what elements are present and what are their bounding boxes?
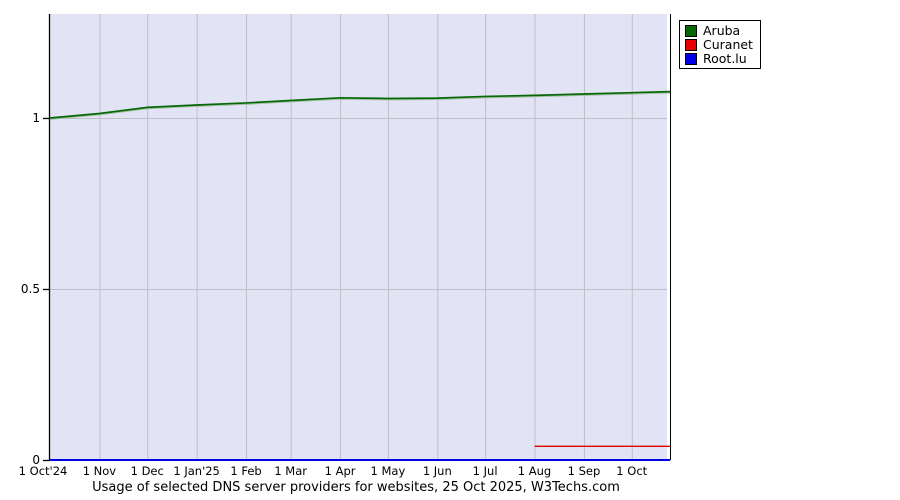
aruba-series-swatch [685, 24, 697, 37]
y-tick-label: 0 [32, 453, 40, 467]
x-tick-label: 1 Aug [517, 464, 552, 478]
x-tick-label: 1 May [370, 464, 406, 478]
legend-item-rootlu: Root.lu [685, 52, 753, 65]
x-tick-label: 1 Feb [230, 464, 262, 478]
y-tick-label: 0.5 [20, 281, 40, 296]
legend: Aruba Curanet Root.lu [679, 20, 761, 69]
curanet-series-label: Curanet [703, 37, 753, 52]
x-tick-label: 1 Mar [274, 464, 307, 478]
chart-title: Usage of selected DNS server providers f… [92, 480, 620, 495]
rootlu-series-label: Root.lu [703, 51, 747, 66]
x-tick-label: 1 Sep [567, 464, 601, 478]
x-tick-label: 1 Oct [616, 464, 648, 478]
x-tick-label: 1 Nov [82, 464, 117, 478]
x-tick-label: 1 Jul [472, 464, 498, 478]
curanet-series-swatch [685, 38, 697, 51]
y-tick-label: 1 [32, 110, 40, 125]
x-tick-label: 1 Jan'25 [173, 464, 220, 478]
rootlu-series-swatch [685, 52, 697, 65]
x-tick-label: 1 Jun [422, 464, 452, 478]
aruba-series-label: Aruba [703, 23, 741, 38]
x-tick-label: 1 Oct'24 [18, 464, 68, 478]
legend-item-curanet: Curanet [685, 38, 753, 51]
legend-item-aruba: Aruba [685, 24, 753, 37]
x-tick-label: 1 Apr [324, 464, 356, 478]
x-tick-label: 1 Dec [130, 464, 164, 478]
